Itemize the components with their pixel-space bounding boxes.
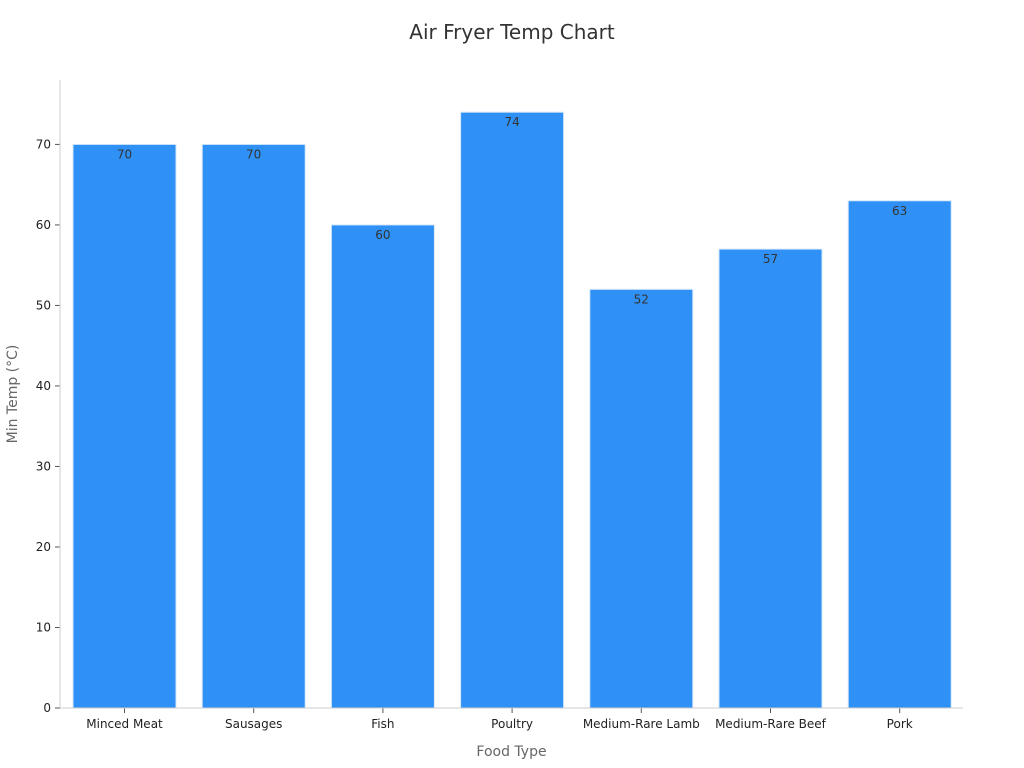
bar	[72, 143, 177, 709]
y-tick-label: 30	[36, 459, 51, 473]
x-axis-title: Food Type	[476, 744, 546, 760]
x-axis-ticks: Minced Meat Sausages Fish Poultry Medium-Rar…	[86, 708, 913, 731]
x-tick-label: Medium-Rare Lamb	[583, 717, 700, 731]
y-tick-label: 60	[36, 218, 51, 232]
x-tick-label: Medium-Rare Beef	[715, 717, 827, 731]
x-tick-label: Minced Meat	[86, 717, 163, 731]
y-axis-ticks: 0 10 20 30 40 50 60 70	[36, 137, 60, 715]
bars: 70 70 60 74 52 57 63	[72, 111, 952, 709]
x-tick-label: Poultry	[491, 717, 533, 731]
data-label: 74	[504, 115, 519, 129]
bar	[330, 224, 435, 709]
x-tick-label: Fish	[371, 717, 394, 731]
y-tick-label: 20	[36, 540, 51, 554]
bar	[718, 248, 823, 709]
data-label: 70	[246, 147, 261, 161]
bar	[460, 111, 565, 709]
data-label: 60	[375, 228, 390, 242]
data-label: 70	[117, 147, 132, 161]
bar	[201, 143, 306, 709]
chart-title: Air Fryer Temp Chart	[409, 20, 615, 44]
data-label: 63	[892, 204, 907, 218]
y-tick-label: 0	[43, 701, 51, 715]
y-tick-label: 50	[36, 298, 51, 312]
data-label: 52	[634, 292, 649, 306]
bar	[847, 200, 952, 709]
x-tick-label: Sausages	[225, 717, 282, 731]
x-tick-label: Pork	[887, 717, 913, 731]
data-label: 57	[763, 252, 778, 266]
y-axis-title: Min Temp (°C)	[5, 345, 21, 444]
y-tick-label: 70	[36, 137, 51, 151]
y-tick-label: 10	[36, 620, 51, 634]
bar	[589, 288, 694, 709]
y-tick-label: 40	[36, 379, 51, 393]
